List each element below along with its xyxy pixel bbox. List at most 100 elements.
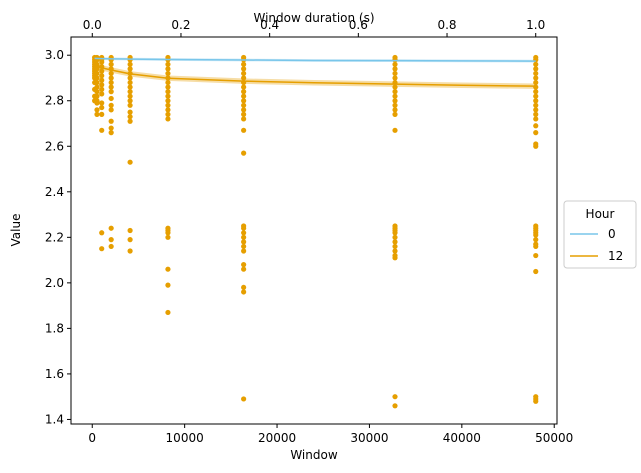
scatter-point xyxy=(165,102,171,108)
scatter-point xyxy=(241,116,247,122)
scatter-point xyxy=(165,93,171,99)
scatter-point xyxy=(392,127,398,133)
scatter-point xyxy=(533,98,539,104)
plot-frame xyxy=(70,36,558,425)
scatter-point xyxy=(241,262,247,268)
series-lines xyxy=(94,57,536,87)
scatter-point xyxy=(533,116,539,122)
scatter-point xyxy=(127,98,133,104)
scatter-point xyxy=(94,84,100,90)
scatter-point xyxy=(241,266,247,272)
scatter-point xyxy=(533,130,539,136)
scatter-point xyxy=(99,59,105,65)
scatter-point xyxy=(392,102,398,108)
top-x-axis-ticks: 0.0 0.2 0.4 0.6 0.8 1.0 xyxy=(83,18,545,37)
x-tick-label: 30000 xyxy=(350,431,388,445)
scatter-point xyxy=(94,111,100,117)
scatter-point xyxy=(94,107,100,113)
legend: Hour 0 12 xyxy=(563,200,637,269)
scatter-point xyxy=(241,93,247,99)
x-axis-label: Window xyxy=(290,448,338,462)
scatter-point xyxy=(165,89,171,95)
y-tick-label: 2.2 xyxy=(45,230,64,244)
scatter-point xyxy=(533,398,539,404)
scatter-point xyxy=(99,68,105,74)
scatter-point xyxy=(108,61,114,67)
scatter-point xyxy=(241,289,247,295)
scatter-point xyxy=(127,61,133,67)
scatter-point xyxy=(392,57,398,63)
scatter-point xyxy=(533,61,539,67)
scatter-point xyxy=(165,282,171,288)
scatter-point xyxy=(533,268,539,275)
scatter-point xyxy=(392,239,398,245)
scatter-point xyxy=(127,114,133,120)
scatter-point xyxy=(108,102,114,108)
scatter-point xyxy=(533,243,539,250)
scatter-point xyxy=(392,255,398,261)
y-tick-label: 2.4 xyxy=(45,185,64,199)
scatter-point xyxy=(241,248,247,254)
scatter-point xyxy=(241,75,247,81)
scatter-point xyxy=(108,75,114,81)
scatter-point xyxy=(533,237,539,243)
scatter-point xyxy=(241,239,247,245)
legend-label-0: 0 xyxy=(608,227,616,241)
legend-box xyxy=(563,200,637,269)
scatter-point xyxy=(241,396,247,402)
scatter-point xyxy=(392,234,398,240)
y-axis-label: Value xyxy=(9,214,23,247)
scatter-point xyxy=(94,66,100,72)
scatter-point xyxy=(108,130,114,136)
scatter-point xyxy=(99,111,105,117)
scatter-point xyxy=(108,70,114,77)
scatter-point xyxy=(99,73,105,79)
scatter-point xyxy=(108,89,114,95)
scatter-point xyxy=(392,111,398,117)
scatter-point xyxy=(533,252,539,259)
scatter-point xyxy=(99,230,105,236)
scatter-point xyxy=(94,70,100,77)
y-tick-label: 1.6 xyxy=(45,367,64,381)
scatter-point xyxy=(165,107,171,113)
scatter-point xyxy=(99,77,105,83)
scatter-point xyxy=(241,66,247,72)
scatter-point xyxy=(108,79,114,86)
scatter-point xyxy=(165,84,171,90)
scatter-point xyxy=(165,266,171,272)
scatter-point xyxy=(533,75,539,81)
scatter-point xyxy=(127,89,133,95)
scatter-point xyxy=(241,111,247,117)
scatter-point xyxy=(533,232,539,238)
scatter-point xyxy=(533,79,539,86)
scatter-point xyxy=(392,75,398,81)
top-x-tick-label: 0.8 xyxy=(437,18,456,32)
scatter-point xyxy=(533,70,539,77)
scatter-point xyxy=(392,248,398,254)
y-tick-label: 2.0 xyxy=(45,276,64,290)
scatter-point xyxy=(533,107,539,113)
scatter-point xyxy=(94,79,100,86)
scatter-point xyxy=(241,234,247,240)
scatter-point xyxy=(241,284,247,291)
scatter-point xyxy=(392,84,398,90)
scatter-point xyxy=(533,111,539,117)
scatter-point xyxy=(99,91,105,97)
scatter-point xyxy=(127,84,133,90)
scatter-point xyxy=(533,66,539,72)
scatter-point xyxy=(99,127,105,133)
scatter-point xyxy=(392,107,398,113)
scatter-point xyxy=(127,237,133,243)
scatter-point xyxy=(94,89,100,95)
scatter-point xyxy=(241,230,247,236)
y-tick-label: 3.0 xyxy=(45,48,64,62)
scatter-point xyxy=(241,98,247,104)
scatter-point xyxy=(99,86,105,92)
confidence-bands xyxy=(94,57,536,89)
scatter-point xyxy=(108,118,114,124)
scatter-point xyxy=(533,93,539,99)
scatter-point xyxy=(99,100,105,106)
band-series-12 xyxy=(94,62,536,89)
x-tick-label: 0 xyxy=(88,431,96,445)
